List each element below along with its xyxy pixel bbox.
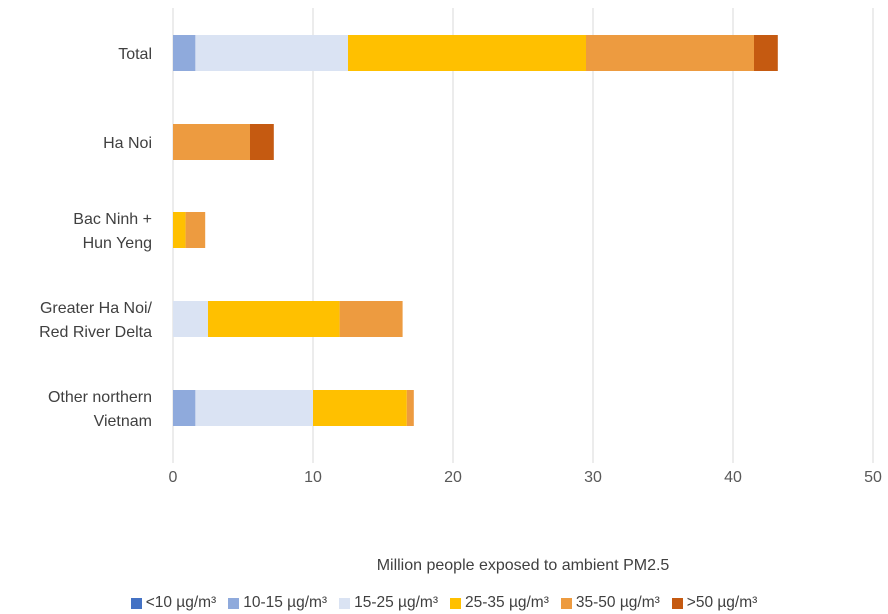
category-label-line: Ha Noi	[103, 135, 152, 152]
legend-label: 35-50 µg/m³	[575, 594, 660, 611]
bar-segment	[195, 390, 313, 426]
gridlines	[172, 8, 874, 463]
legend-label: 25-35 µg/m³	[465, 594, 549, 611]
x-tick-label: 20	[444, 469, 462, 486]
bar-segment	[173, 301, 208, 337]
category-label-line: Total	[118, 46, 152, 63]
x-tick-label: 10	[304, 469, 322, 486]
bar-segment	[195, 35, 348, 71]
bar-segment	[339, 301, 403, 337]
bar-segment	[208, 301, 340, 337]
category-label: Total	[118, 46, 152, 63]
category-label-line: Bac Ninh +	[73, 211, 152, 228]
category-label-line: Other northern	[48, 389, 152, 406]
category-label: Bac Ninh + Hun Yeng	[73, 211, 152, 252]
category-label-line: Hun Yeng	[83, 235, 152, 252]
bar-segment	[173, 35, 196, 71]
bar-segment	[173, 390, 196, 426]
legend-swatch	[130, 597, 142, 609]
chart: Total Ha Noi Bac Ninh + Hun Yeng Greater Ha…	[39, 8, 882, 574]
legend-swatch	[339, 597, 351, 609]
bar-segment	[313, 390, 407, 426]
x-tick-label: 40	[724, 469, 742, 486]
category-label-line: Vietnam	[94, 413, 152, 430]
x-tick-label: 50	[864, 469, 882, 486]
legend-item: 15-25 µg/m³	[339, 594, 438, 612]
legend-label: 15-25 µg/m³	[354, 594, 438, 611]
legend-item: <10 µg/m³	[130, 594, 217, 612]
bar-segment	[185, 212, 206, 248]
bar-segment	[173, 212, 186, 248]
legend-item: 25-35 µg/m³	[450, 594, 549, 612]
category-label-line: Red River Delta	[39, 324, 152, 341]
category-label: Greater Ha Noi/Red River Delta	[39, 300, 152, 341]
bars	[173, 35, 778, 426]
bar-segment	[173, 124, 250, 160]
legend-swatch	[450, 597, 461, 609]
legend-item: >50 µg/m³	[671, 594, 758, 612]
legend-item: 35-50 µg/m³	[560, 594, 660, 612]
bar-segment	[250, 124, 274, 160]
bar-segment	[754, 35, 778, 71]
legend-swatch	[671, 597, 683, 609]
legend-swatch	[560, 597, 572, 609]
legend-label: 10-15 µg/m³	[243, 594, 328, 611]
legend-swatch	[228, 597, 240, 609]
x-axis-title: Million people exposed to ambient PM2.5	[377, 557, 670, 574]
category-label: Ha Noi	[103, 135, 152, 152]
legend-item: 10-15 µg/m³	[228, 594, 327, 612]
x-tick-label: 0	[169, 469, 178, 486]
x-tick-label: 30	[584, 469, 602, 486]
category-label-line: Greater Ha Noi/	[40, 300, 153, 317]
bar-segment	[406, 390, 414, 426]
legend: <10 µg/m³ 10-15 µg/m³ 15-25 µg/m³ 25-35 µg/…	[0, 592, 888, 614]
category-labels: Total Ha Noi Bac Ninh + Hun Yeng Greater Ha…	[39, 46, 152, 430]
category-label: Other northern Vietnam	[48, 389, 152, 430]
x-tick-labels: 0 10 20 30 40 50	[169, 469, 882, 486]
legend-label: <10 µg/m³	[145, 594, 217, 611]
bar-segment	[348, 35, 586, 71]
bar-segment	[586, 35, 754, 71]
legend-label: >50 µg/m³	[686, 594, 758, 611]
